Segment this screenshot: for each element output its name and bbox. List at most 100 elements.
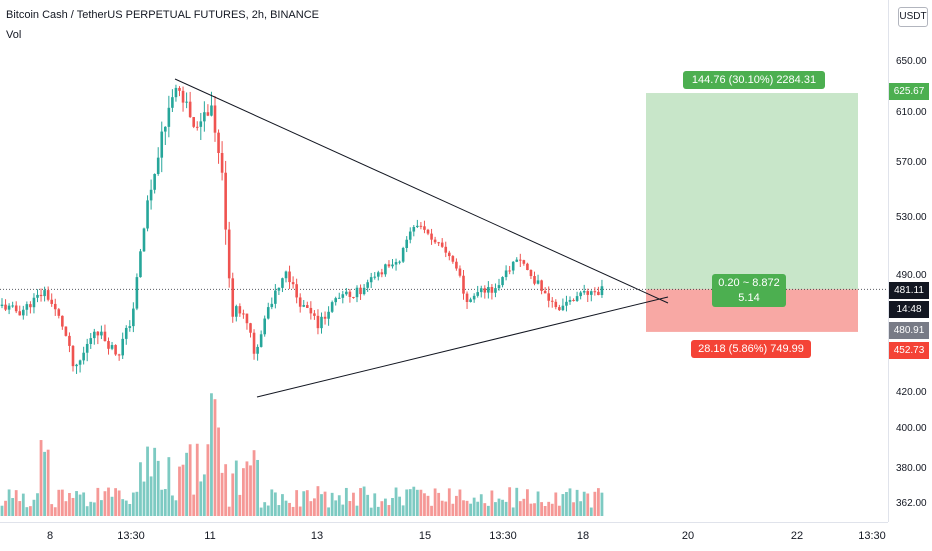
- candle-body: [462, 275, 465, 294]
- price-axis[interactable]: [888, 0, 932, 522]
- candle-body: [494, 288, 497, 293]
- volume-bar: [227, 506, 231, 516]
- x-tick-label: 8: [46, 530, 54, 542]
- currency-unit-badge[interactable]: USDT: [898, 7, 928, 27]
- volume-bar: [75, 491, 78, 516]
- volume-bar: [302, 491, 306, 516]
- candle-body: [164, 126, 167, 132]
- candle-body: [259, 334, 263, 347]
- volume-bar: [426, 495, 430, 516]
- candle-body: [57, 309, 61, 316]
- volume-bar: [185, 452, 188, 516]
- volume-bar: [462, 500, 465, 516]
- candle-body: [96, 331, 100, 336]
- profit-target-label[interactable]: 144.76 (30.10%) 2284.31: [683, 71, 825, 89]
- volume-bar: [220, 472, 224, 516]
- candle-body: [330, 302, 334, 312]
- volume-bar: [490, 490, 494, 516]
- volume-bar: [440, 500, 444, 516]
- position-center-label[interactable]: 0.20 ~ 8.872 5.14: [712, 274, 786, 307]
- candle-body: [408, 231, 412, 240]
- volume-bar: [504, 501, 508, 516]
- x-tick-label: 15: [418, 530, 432, 542]
- candle-body: [405, 239, 408, 248]
- candle-body: [387, 264, 391, 267]
- volume-bar: [270, 489, 274, 516]
- y-tick-label: 420.00: [896, 387, 927, 398]
- chart-plot[interactable]: [0, 0, 888, 522]
- volume-bar: [600, 492, 604, 516]
- time-axis[interactable]: [0, 522, 888, 551]
- candle-body: [568, 299, 572, 302]
- volume-bar: [565, 492, 568, 516]
- candle-body: [110, 345, 114, 349]
- lower-trendline: [256, 296, 669, 398]
- volume-bar: [430, 505, 433, 516]
- candle-body: [203, 112, 206, 122]
- volume-bar: [0, 505, 4, 516]
- candle-body: [89, 338, 93, 344]
- volume-bar: [68, 493, 71, 516]
- candle-body: [345, 291, 348, 295]
- volume-bar: [408, 489, 412, 516]
- candle-body: [458, 268, 462, 276]
- y-tick-label: 530.00: [896, 212, 927, 223]
- candle-body: [139, 251, 142, 278]
- candle-body: [135, 277, 139, 309]
- candle-body: [600, 286, 604, 296]
- candle-body: [93, 331, 96, 339]
- volume-bar: [149, 476, 153, 516]
- candle-body: [75, 364, 78, 367]
- candle-body: [412, 227, 416, 232]
- volume-bar: [39, 440, 43, 516]
- candle-body: [103, 331, 107, 342]
- candle-body: [68, 335, 71, 346]
- volume-bar: [384, 498, 387, 516]
- candle-body: [25, 304, 29, 310]
- candle-body: [590, 291, 593, 295]
- volume-bar: [160, 489, 164, 516]
- candle-body: [277, 287, 281, 291]
- candle-body: [270, 303, 274, 308]
- volume-bar: [433, 488, 437, 516]
- stop-loss-label[interactable]: 28.18 (5.86%) 749.99: [691, 340, 811, 358]
- candle-body: [597, 291, 600, 296]
- stop-price-tag: 452.73: [889, 342, 929, 359]
- volume-bar: [344, 487, 348, 516]
- candle-body: [178, 87, 181, 91]
- candle-body: [195, 126, 199, 128]
- volume-bar: [50, 504, 54, 516]
- volume-bar: [316, 486, 320, 516]
- volume-bar: [124, 500, 128, 516]
- candle-body: [323, 316, 327, 319]
- volume-bar: [156, 460, 160, 516]
- volume-bar: [508, 487, 512, 516]
- candle-body: [398, 261, 401, 263]
- candle-body: [39, 294, 43, 297]
- candle-body: [11, 305, 14, 307]
- volume-bar: [7, 489, 11, 516]
- current-price-tag: 481.11: [889, 282, 929, 299]
- candle-body: [167, 107, 171, 127]
- candle-body: [501, 277, 504, 286]
- volume-bar: [153, 447, 157, 516]
- volume-bar: [437, 492, 441, 516]
- candle-body: [22, 309, 25, 316]
- candle-body: [352, 296, 355, 298]
- x-tick-label: 18: [576, 530, 590, 542]
- candle-body: [249, 323, 252, 333]
- volume-bar: [533, 503, 536, 516]
- candle-body: [181, 90, 185, 103]
- candle-body: [132, 308, 135, 327]
- candle-body: [281, 278, 284, 288]
- candle-body: [362, 287, 366, 295]
- candle-body: [32, 297, 36, 308]
- volume-bar: [231, 473, 235, 516]
- volume-bar: [458, 489, 462, 516]
- candle-body: [153, 173, 156, 190]
- candle-body: [455, 261, 458, 269]
- volume-bar: [291, 506, 295, 516]
- candle-body: [302, 305, 306, 307]
- volume-indicator-label[interactable]: Vol: [6, 29, 22, 41]
